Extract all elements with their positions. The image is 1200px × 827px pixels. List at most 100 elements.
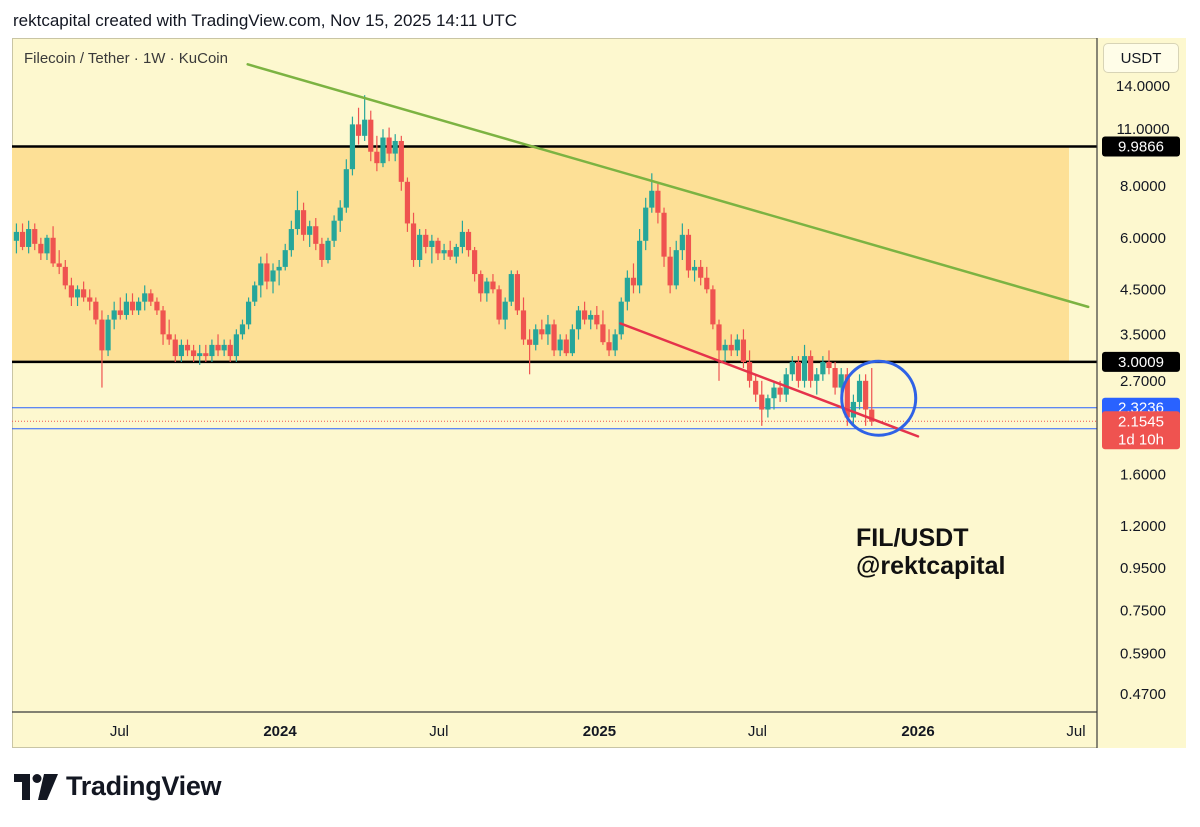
- candle-body-89: [557, 339, 563, 351]
- price-tick-12: 0.4700: [1120, 686, 1166, 703]
- candle-body-111: [691, 266, 698, 271]
- candle-body-48: [307, 226, 313, 235]
- chart-annotation: FIL/USDT @rektcapital: [856, 524, 1005, 580]
- candle-body-69: [435, 240, 441, 254]
- candle-body-133: [826, 361, 832, 369]
- candle-body-61: [386, 137, 392, 154]
- candle-body-104: [649, 190, 655, 208]
- candle-body-34: [221, 344, 227, 351]
- candle-body-94: [588, 314, 594, 320]
- candle-body-87: [545, 324, 551, 335]
- candle-body-74: [465, 231, 472, 251]
- time-tick-3: 2025: [583, 723, 616, 740]
- candle-body-1: [19, 231, 26, 247]
- price-tick-1: 11.0000: [1116, 121, 1169, 138]
- price-tick-10: 0.7500: [1120, 602, 1166, 619]
- candle-body-102: [636, 240, 643, 286]
- candle-body-126: [783, 374, 789, 395]
- candle-body-3: [32, 229, 38, 244]
- price-tick-3: 6.0000: [1120, 230, 1166, 247]
- candle-body-140: [869, 409, 875, 422]
- candle-body-5: [44, 237, 50, 254]
- candle-body-108: [673, 250, 679, 286]
- candle-body-100: [624, 277, 630, 302]
- trendlines: [246, 63, 1090, 438]
- candle-body-29: [190, 350, 197, 357]
- candle-body-11: [81, 289, 87, 298]
- candle-body-95: [594, 314, 600, 325]
- current-price-box: [1102, 411, 1180, 450]
- candle-body-79: [496, 289, 502, 320]
- candle-body-92: [575, 310, 582, 330]
- trendline-0: [246, 63, 1090, 309]
- range-band: [12, 146, 1069, 362]
- candle-body-66: [417, 234, 423, 261]
- level-label-0-label: 9.9866: [1118, 139, 1164, 156]
- candle-body-41: [264, 263, 270, 282]
- candle-body-82: [514, 274, 520, 311]
- price-tick-11: 0.5900: [1120, 645, 1166, 662]
- candle-body-49: [313, 226, 319, 244]
- candle-body-123: [765, 398, 771, 410]
- candle-body-84: [527, 339, 533, 345]
- candle-body-139: [863, 380, 869, 410]
- currency-button[interactable]: USDT: [1103, 43, 1179, 73]
- symbol-title: Filecoin / Tether · 1W · KuCoin: [24, 50, 228, 67]
- candle-body-38: [245, 301, 252, 325]
- candle-body-73: [459, 231, 466, 247]
- candle-body-23: [154, 301, 160, 311]
- candle-body-103: [643, 207, 649, 241]
- candle-body-18: [123, 301, 129, 315]
- price-axis: 14.0000 11.0000 8.0000 6.0000 4.5000 3.5000 2.…: [1096, 38, 1186, 748]
- candle-body-131: [814, 374, 820, 381]
- annotation-handle: @rektcapital: [856, 552, 1006, 580]
- candle-body-70: [441, 250, 447, 254]
- candle-body-45: [288, 229, 294, 251]
- candle-body-55: [349, 124, 356, 170]
- candle-body-106: [661, 212, 667, 257]
- candle-body-105: [655, 190, 661, 213]
- trendline-1: [619, 322, 920, 438]
- candle-body-132: [820, 361, 826, 375]
- candle-body-32: [209, 344, 215, 357]
- candle-body-53: [337, 207, 343, 221]
- highlight-circle: [840, 359, 918, 437]
- candle-body-68: [429, 240, 435, 247]
- candle-body-113: [704, 277, 710, 290]
- candle-body-6: [50, 237, 56, 264]
- candle-body-63: [398, 140, 404, 182]
- candle-body-127: [789, 361, 795, 375]
- candle-body-91: [569, 329, 575, 354]
- candle-body-24: [160, 310, 166, 335]
- candle-body-72: [453, 246, 459, 257]
- candle-body-130: [808, 356, 814, 381]
- horizontal-levels: [12, 145, 1097, 430]
- tradingview-logo[interactable]: TradingView: [14, 771, 222, 802]
- candle-body-99: [618, 301, 624, 335]
- candle-body-76: [478, 274, 484, 294]
- candle-body-119: [740, 339, 747, 362]
- candle-body-40: [258, 263, 264, 286]
- candle-body-117: [728, 344, 734, 351]
- price-tick-2: 8.0000: [1120, 178, 1166, 195]
- candle-body-43: [276, 266, 282, 271]
- time-tick-0: Jul: [110, 723, 129, 740]
- candle-body-13: [93, 301, 99, 320]
- candle-body-19: [129, 301, 136, 311]
- time-tick-1: 2024: [263, 723, 297, 740]
- candle-body-129: [801, 356, 808, 381]
- candle-body-134: [832, 368, 838, 388]
- price-tick-7: 1.6000: [1120, 467, 1166, 484]
- candle-body-46: [294, 210, 301, 230]
- candle-body-115: [716, 324, 722, 351]
- price-tick-9: 0.9500: [1120, 560, 1166, 577]
- annotation-pair: FIL/USDT: [856, 524, 969, 552]
- time-tick-5: 2026: [901, 723, 934, 740]
- candle-body-80: [502, 301, 508, 320]
- time-tick-6: Jul: [1066, 723, 1085, 740]
- price-chart[interactable]: 14.0000 11.0000 8.0000 6.0000 4.5000 3.5000 2.…: [12, 38, 1186, 748]
- candle-body-27: [178, 344, 184, 357]
- candle-body-37: [239, 324, 246, 335]
- candle-body-138: [856, 380, 863, 402]
- candle-body-26: [172, 339, 178, 357]
